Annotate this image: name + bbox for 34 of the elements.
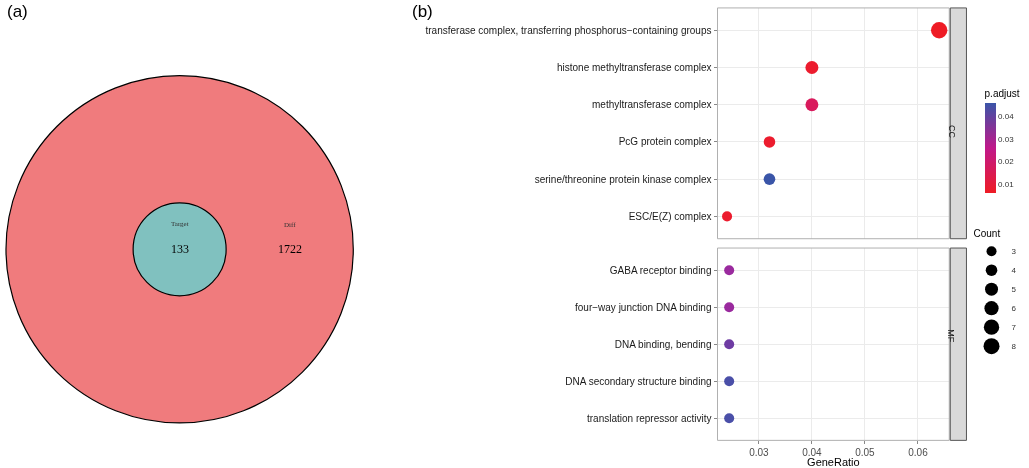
color-bar-label: 0.04 xyxy=(998,112,1015,122)
y-tick-label: ESC/E(Z) complex xyxy=(628,210,712,222)
text: (a) xyxy=(7,2,28,21)
y-tick-label: methyltransferase complex xyxy=(592,99,712,111)
legend-label: 6 xyxy=(1011,304,1017,314)
text: (b) xyxy=(412,2,433,21)
color-bar-title: p.adjust xyxy=(984,88,1020,100)
x-tick-label: 0.06 xyxy=(908,447,929,459)
x-tick-label: 0.05 xyxy=(855,447,876,459)
y-tick-label: serine/threonine protein kinase complex xyxy=(534,173,712,185)
data-label: 133 xyxy=(171,242,189,256)
y-tick-label: translation repressor activity xyxy=(587,412,712,424)
y-tick-label: GABA receptor binding xyxy=(609,264,712,276)
y-tick-label: PcG protein complex xyxy=(618,136,712,148)
legend-label: 8 xyxy=(1011,342,1017,352)
y-tick-label: DNA binding, bending xyxy=(614,338,712,350)
x-axis-title: GeneRatio xyxy=(807,456,860,468)
legend-title: Count xyxy=(973,227,1001,239)
data-label: 1722 xyxy=(278,242,302,256)
legend-label: 3 xyxy=(1011,247,1017,257)
x-tick-label: 0.03 xyxy=(749,447,770,459)
y-tick-label: four−way junction DNA binding xyxy=(575,301,712,313)
legend-label: 4 xyxy=(1011,266,1017,276)
legend-label: 7 xyxy=(1011,323,1017,333)
y-tick-label: transferase complex, transferring phosphorus−containing groups xyxy=(425,24,712,36)
color-bar-label: 0.03 xyxy=(998,134,1015,144)
text: CC xyxy=(946,124,957,139)
y-tick-label: histone methyltransferase complex xyxy=(556,61,712,73)
legend-label: 5 xyxy=(1011,285,1017,295)
text: MF xyxy=(946,329,957,343)
x-tick-label: 0.04 xyxy=(802,447,823,459)
color-bar-label: 0.01 xyxy=(998,179,1015,189)
color-bar-label: 0.02 xyxy=(998,157,1015,167)
y-tick-label: DNA secondary structure binding xyxy=(565,375,712,387)
